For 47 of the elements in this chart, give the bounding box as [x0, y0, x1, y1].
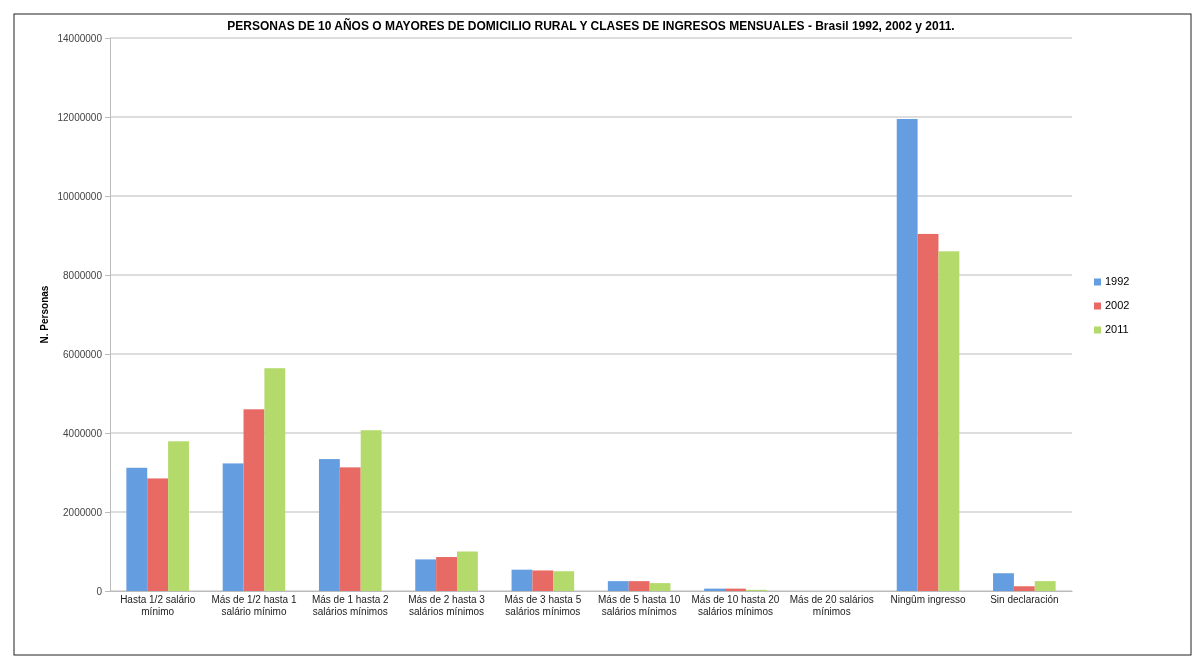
bar — [607, 581, 629, 591]
y-tick-label: 14000000 — [57, 32, 103, 44]
bar — [938, 251, 960, 591]
bar — [436, 557, 457, 591]
bar — [532, 570, 554, 591]
y-tick-label: 8000000 — [63, 269, 103, 281]
bar — [628, 581, 650, 591]
legend-label: 1992 — [1105, 274, 1130, 287]
bar — [917, 233, 939, 591]
bar — [360, 430, 382, 591]
x-tick-label: Más de 1/2 hasta 1 salário mínimo — [211, 594, 297, 617]
x-tick-label: Hasta 1/2 salário mínimo — [120, 594, 196, 617]
x-tick-label: Sin declaración — [990, 594, 1059, 605]
bar — [993, 573, 1014, 591]
bar — [339, 467, 361, 591]
x-tick-label: Más de 3 hasta 5 salários mínimos — [504, 594, 582, 617]
y-tick-label: 12000000 — [57, 111, 103, 123]
bar — [243, 409, 265, 591]
x-tick-label: Ningûm ingresso — [890, 594, 966, 605]
y-tick-label: 4000000 — [63, 427, 103, 439]
bar — [511, 569, 533, 591]
x-tick-label: Más de 2 hasta 3 salários mínimos — [408, 594, 486, 617]
y-axis-title: N. Personas — [39, 285, 50, 344]
x-tick-label: Más de 1 hasta 2 salários mínimos — [311, 594, 390, 617]
bar — [1034, 581, 1056, 591]
bar — [168, 441, 189, 591]
y-tick-label: 6000000 — [63, 348, 103, 360]
bar — [147, 478, 169, 591]
bar — [415, 559, 437, 591]
bar — [1013, 586, 1035, 591]
bar — [553, 571, 575, 591]
bar — [126, 467, 148, 591]
legend-label: 2011 — [1105, 322, 1129, 335]
legend-label: 2002 — [1105, 298, 1130, 311]
x-tick-label: Más de 5 hasta 10 salários mínimos — [598, 594, 681, 617]
y-tick-label: 10000000 — [57, 190, 103, 202]
y-tick-label: 0 — [96, 585, 103, 597]
chart-title: PERSONAS DE 10 AÑOS O MAYORES DE DOMICILIO RURAL Y CLASES DE INGRESOS MENSUALES - Brasil 1992, 2002 y 2011. — [227, 18, 955, 33]
bar — [222, 463, 244, 591]
bar — [318, 459, 340, 591]
x-tick-label: Más de 20 salários mínimos — [789, 594, 874, 617]
bar — [896, 118, 918, 591]
x-tick-label: Más de 10 hasta 20 salários mínimos — [691, 594, 780, 617]
bar — [649, 583, 671, 591]
bar — [264, 368, 286, 591]
bar — [456, 551, 478, 591]
y-tick-label: 2000000 — [63, 506, 103, 518]
